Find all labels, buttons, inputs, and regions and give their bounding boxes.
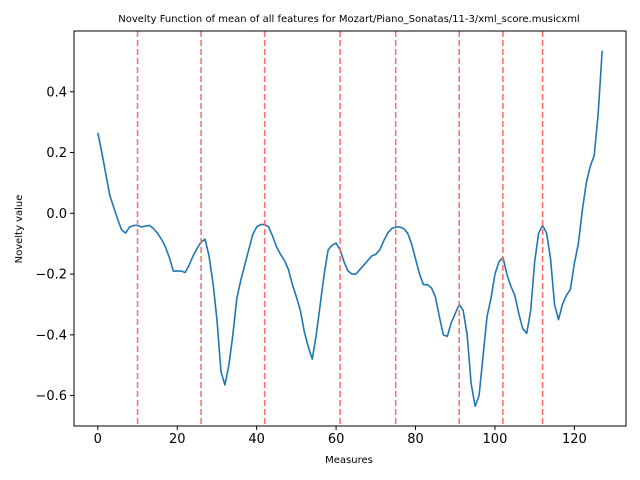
series-line	[97, 50, 603, 408]
chart-title: Novelty Function of mean of all features…	[118, 14, 579, 25]
x-tick-label: 40	[248, 432, 265, 447]
y-tick-label: −0.2	[35, 268, 67, 283]
y-tick-label: −0.4	[35, 328, 67, 343]
y-tick-label: 0.4	[46, 85, 67, 100]
y-tick-label: −0.6	[35, 389, 67, 404]
x-tick-label: 60	[328, 432, 345, 447]
x-tick-label: 120	[562, 432, 587, 447]
plot-frame	[73, 30, 627, 427]
plot-area	[97, 31, 603, 426]
y-tick-label: 0.0	[46, 207, 67, 222]
x-axis-label: Measures	[325, 455, 373, 466]
x-tick-label: 100	[483, 432, 508, 447]
x-tick-label: 0	[94, 432, 102, 447]
x-tick-label: 20	[169, 432, 186, 447]
x-tick-label: 80	[407, 432, 424, 447]
y-tick-label: 0.2	[46, 146, 67, 161]
x-axis: 0 20 40 60 80 100 120	[94, 426, 587, 447]
y-axis: −0.6 −0.4 −0.2 0.0 0.2 0.4	[35, 85, 74, 404]
y-axis-label: Novelty value	[14, 195, 25, 264]
